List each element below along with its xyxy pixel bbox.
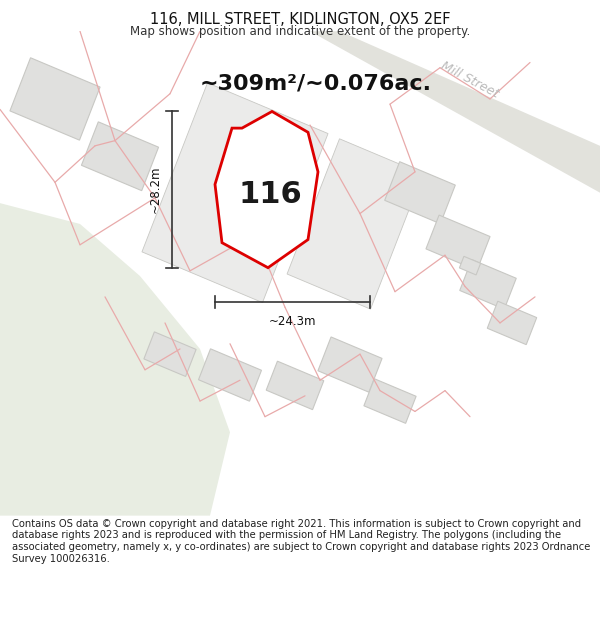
Text: ~309m²/~0.076ac.: ~309m²/~0.076ac. — [200, 73, 432, 93]
Text: 116: 116 — [238, 180, 302, 209]
Text: ~24.3m: ~24.3m — [269, 314, 316, 328]
Polygon shape — [266, 361, 324, 409]
Polygon shape — [0, 203, 230, 516]
Polygon shape — [199, 349, 262, 401]
Polygon shape — [426, 215, 490, 271]
Text: Contains OS data © Crown copyright and database right 2021. This information is : Contains OS data © Crown copyright and d… — [12, 519, 590, 564]
Polygon shape — [10, 58, 100, 140]
Text: Mill Street: Mill Street — [439, 59, 501, 101]
Polygon shape — [144, 332, 196, 376]
Polygon shape — [364, 379, 416, 423]
Polygon shape — [385, 162, 455, 224]
Polygon shape — [460, 256, 481, 275]
Polygon shape — [287, 139, 423, 309]
Text: 116, MILL STREET, KIDLINGTON, OX5 2EF: 116, MILL STREET, KIDLINGTON, OX5 2EF — [150, 12, 450, 27]
Polygon shape — [460, 259, 516, 309]
Text: ~28.2m: ~28.2m — [149, 166, 162, 213]
Polygon shape — [82, 122, 158, 191]
Polygon shape — [215, 111, 318, 268]
Polygon shape — [142, 83, 328, 302]
Polygon shape — [310, 31, 600, 192]
Text: Map shows position and indicative extent of the property.: Map shows position and indicative extent… — [130, 25, 470, 38]
Polygon shape — [318, 337, 382, 392]
Polygon shape — [487, 301, 537, 344]
